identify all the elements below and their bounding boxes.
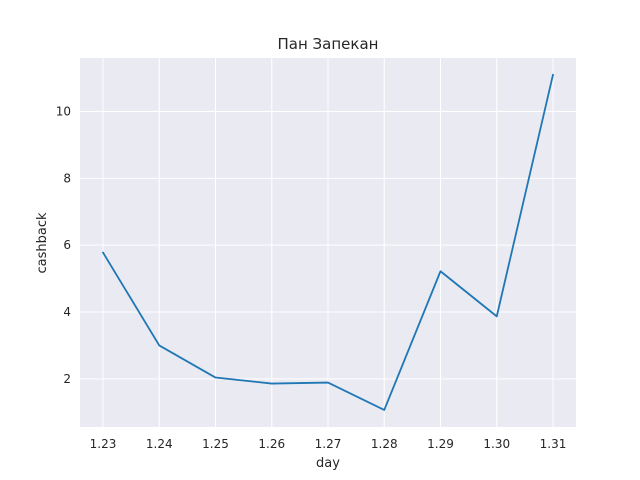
x-tick-label: 1.31 [540, 437, 567, 451]
y-axis-label: cashback [35, 212, 50, 273]
y-tick-labels: 2 4 6 8 10 [56, 104, 71, 385]
y-gridlines [80, 110, 576, 380]
series-group [102, 73, 554, 411]
x-axis-label: day [316, 456, 340, 471]
chart-title: Пан Запекан [278, 35, 379, 53]
x-tick-label: 1.26 [258, 437, 285, 451]
x-tick-label: 1.30 [483, 437, 510, 451]
x-tick-label: 1.27 [315, 437, 342, 451]
x-tick-label: 1.25 [202, 437, 229, 451]
y-tick-label: 2 [63, 372, 71, 386]
y-tick-label: 6 [63, 238, 71, 252]
x-tick-label: 1.24 [146, 437, 173, 451]
x-tick-label: 1.28 [371, 437, 398, 451]
y-tick-label: 8 [63, 171, 71, 185]
y-tick-label: 10 [56, 104, 71, 118]
x-gridlines [102, 58, 554, 427]
y-tick-label: 4 [63, 305, 71, 319]
series-line [102, 73, 554, 411]
x-tick-labels: 1.23 1.24 1.25 1.26 1.27 1.28 1.29 1.30 1.31 [90, 437, 567, 451]
x-tick-label: 1.23 [90, 437, 117, 451]
x-tick-label: 1.29 [427, 437, 454, 451]
